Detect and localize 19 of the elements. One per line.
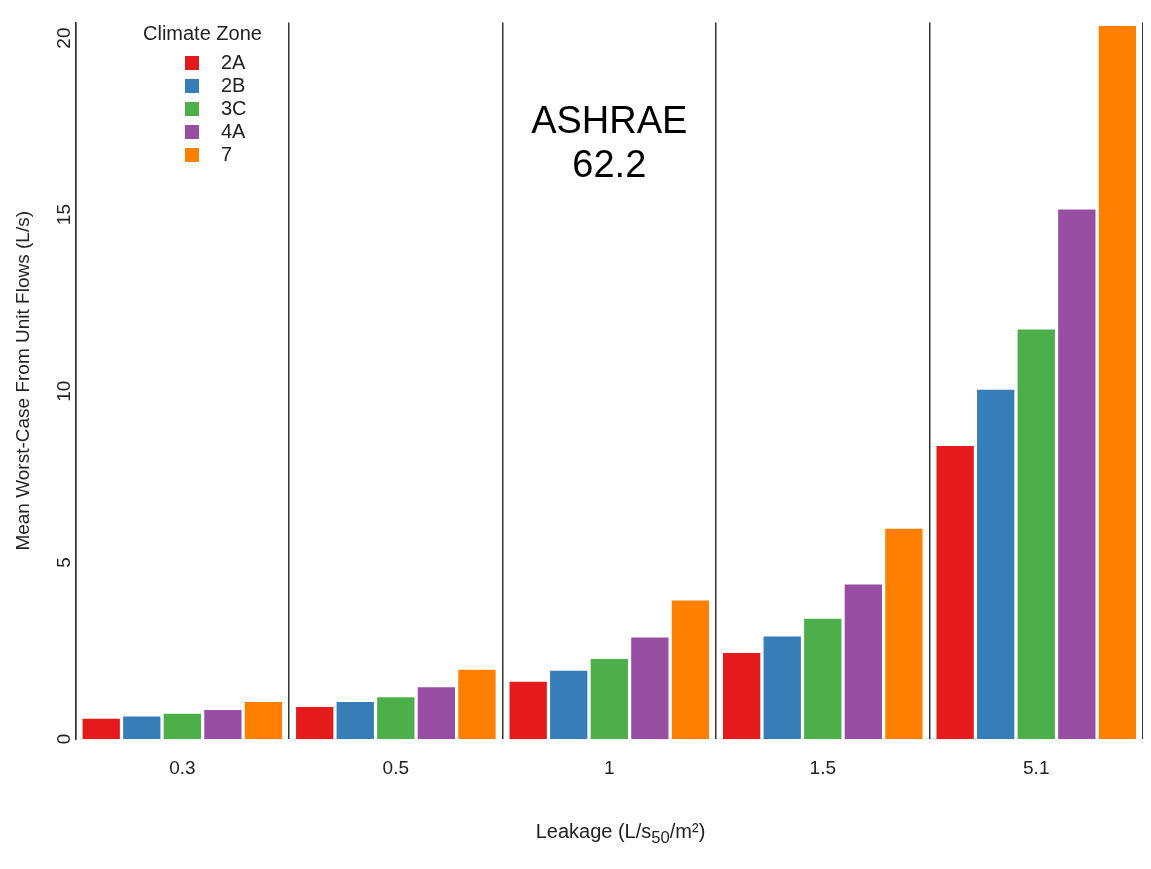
legend-label: 2A [221, 51, 246, 74]
x-tick-label: 1.5 [809, 756, 836, 778]
x-tick-label: 1 [604, 756, 615, 778]
annotation: ASHRAE 62.2 [531, 98, 688, 185]
legend-label: 2B [221, 74, 246, 97]
x-axis-title: Leakage (L/s$_{50}$/m²) [534, 820, 707, 848]
y-axis-title: Mean Worst-Case From Unit Flows (L/s) [11, 211, 33, 551]
x-tick-label: 0.3 [169, 756, 196, 778]
legend-label: 3C [221, 97, 247, 120]
x-tick-label: 5.1 [1023, 756, 1050, 778]
legend-label: 4A [221, 120, 246, 143]
x-tick-label: 0.5 [382, 756, 410, 778]
legend-label: 7 [221, 143, 233, 166]
legend-title: Climate Zone [143, 22, 262, 45]
y-tick-label: 10 [52, 380, 74, 402]
y-tick-label: 5 [52, 557, 74, 568]
y-tick-label: 20 [52, 27, 74, 49]
y-tick-label: 15 [52, 204, 74, 226]
y-tick-label: 0 [52, 733, 74, 745]
